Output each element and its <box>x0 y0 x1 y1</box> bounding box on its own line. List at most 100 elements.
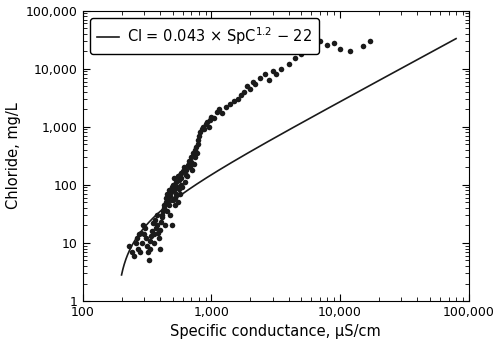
Point <box>139 223 147 228</box>
Point <box>249 79 257 84</box>
Point <box>215 107 223 112</box>
Point <box>140 232 148 237</box>
Point <box>173 185 181 190</box>
Point <box>196 130 204 135</box>
Point <box>256 75 264 80</box>
Point <box>222 104 230 110</box>
Point <box>162 199 170 205</box>
Point <box>134 246 142 251</box>
Point <box>184 162 192 168</box>
Point <box>170 176 178 181</box>
Point <box>170 188 178 193</box>
Point <box>193 150 201 156</box>
Point <box>174 177 182 183</box>
Point <box>302 48 310 54</box>
Point <box>168 223 175 228</box>
Point <box>155 236 163 241</box>
Point <box>156 227 164 232</box>
Point <box>144 249 152 255</box>
Y-axis label: Chloride, mg/L: Chloride, mg/L <box>6 102 20 209</box>
Point <box>182 167 190 173</box>
Point <box>176 172 184 177</box>
Point <box>278 66 285 71</box>
Point <box>168 197 176 203</box>
Point <box>150 232 158 237</box>
Point <box>336 46 344 51</box>
Point <box>185 158 193 164</box>
Point <box>128 249 136 255</box>
Point <box>138 230 145 236</box>
Point <box>240 89 248 95</box>
Point <box>179 169 187 174</box>
Point <box>178 176 186 181</box>
Point <box>246 86 254 91</box>
Point <box>166 213 174 218</box>
Point <box>195 133 203 138</box>
Point <box>138 240 146 246</box>
Point <box>154 230 162 236</box>
Point <box>190 147 198 152</box>
Point <box>265 77 273 82</box>
Point <box>134 236 141 241</box>
Point <box>182 172 190 177</box>
Point <box>298 51 306 57</box>
Point <box>176 191 184 197</box>
Point <box>202 121 209 127</box>
Point <box>188 159 196 165</box>
Point <box>132 240 140 246</box>
Point <box>130 253 138 259</box>
Point <box>285 61 293 67</box>
Point <box>180 180 188 185</box>
Point <box>146 238 154 243</box>
Point <box>194 137 202 142</box>
Point <box>136 249 144 255</box>
Point <box>152 225 160 231</box>
Point <box>180 165 188 170</box>
Point <box>268 69 276 74</box>
Point <box>162 195 170 200</box>
Point <box>198 127 205 132</box>
Point <box>151 217 159 223</box>
Point <box>204 124 212 129</box>
Point <box>126 243 134 248</box>
Point <box>178 185 186 190</box>
Point <box>149 220 157 226</box>
Point <box>316 38 324 44</box>
Point <box>189 150 197 156</box>
Point <box>158 214 166 220</box>
Point <box>174 199 182 205</box>
Point <box>292 56 300 61</box>
Point <box>160 202 168 208</box>
Point <box>146 246 154 251</box>
Point <box>156 246 164 251</box>
Point <box>237 92 245 98</box>
Point <box>142 236 150 241</box>
Point <box>172 202 179 208</box>
Point <box>200 127 208 132</box>
Point <box>218 111 226 116</box>
Point <box>176 170 184 176</box>
Point <box>192 144 200 150</box>
Point <box>346 48 354 54</box>
Point <box>186 154 194 160</box>
Point <box>161 223 169 228</box>
Point <box>177 182 185 188</box>
Point <box>358 43 366 48</box>
Point <box>147 234 155 239</box>
Point <box>188 167 196 173</box>
Point <box>160 205 168 211</box>
Point <box>144 258 152 263</box>
Point <box>172 180 180 185</box>
X-axis label: Specific conductance, μS/cm: Specific conductance, μS/cm <box>170 324 381 339</box>
Point <box>154 223 162 228</box>
Point <box>152 213 160 218</box>
Point <box>330 40 338 46</box>
Point <box>158 213 166 218</box>
Point <box>157 219 165 225</box>
Point <box>243 83 251 89</box>
Point <box>164 188 172 193</box>
Point <box>186 165 194 170</box>
Point <box>308 43 316 48</box>
Point <box>171 195 179 200</box>
Point <box>164 197 172 203</box>
